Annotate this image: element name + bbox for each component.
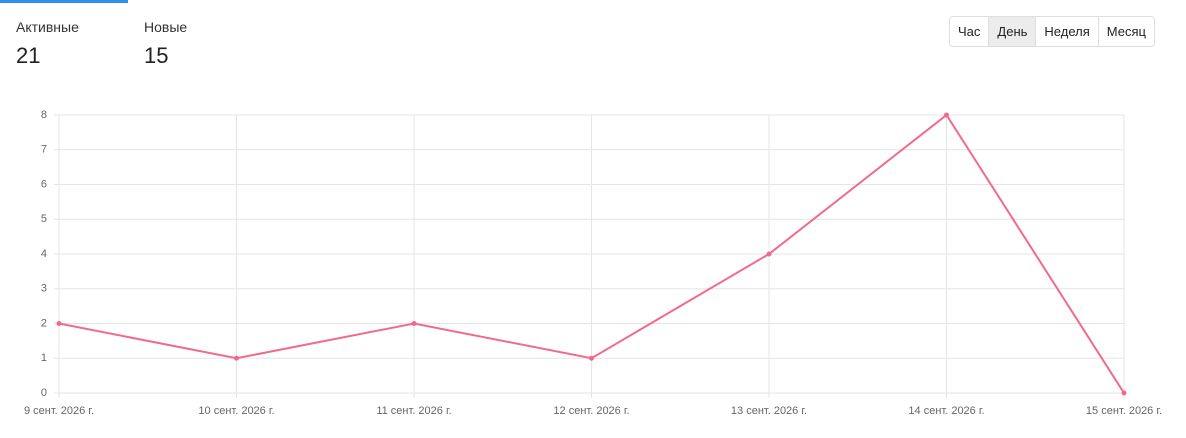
x-tick-label: 10 сент. 2026 г. [198,405,274,417]
active-tab-indicator [0,0,128,3]
x-tick-label: 9 сент. 2026 г. [24,405,94,417]
x-tick-label: 11 сент. 2026 г. [376,405,451,417]
period-selector: Час День Неделя Месяц [949,16,1155,47]
period-button[interactable]: Неделя [1035,17,1098,46]
data-point [234,355,239,361]
data-point [56,321,62,326]
data-point [1121,390,1127,396]
data-point [589,355,594,361]
x-tick-label: 13 сент. 2026 г. [731,405,807,417]
y-tick-label: 6 [41,178,47,190]
period-button[interactable]: Час [950,17,989,46]
stat-value: 15 [144,43,169,68]
x-tick-label: 12 сент. 2026 г. [553,405,629,417]
stat-value: 21 [16,43,41,68]
data-point [944,112,949,118]
period-button[interactable]: Месяц [1097,17,1154,46]
y-tick-label: 0 [41,387,47,399]
y-tick-label: 1 [41,352,47,364]
data-point [766,251,772,257]
y-tick-label: 4 [41,248,47,260]
y-tick-label: 7 [41,144,47,156]
stat: Новые 15 [144,19,187,69]
stat: Активные 21 [16,19,79,69]
stat-label: Активные [16,19,79,35]
y-tick-label: 3 [41,283,47,295]
x-tick-label: 15 сент. 2026 г. [1086,405,1162,417]
data-point [411,321,417,326]
stat-label: Новые [144,19,188,35]
period-button[interactable]: День [988,17,1036,46]
x-tick-label: 14 сент. 2026 г. [908,405,984,417]
y-tick-label: 2 [41,317,47,329]
y-tick-label: 5 [41,213,47,225]
y-tick-label: 8 [41,109,47,121]
